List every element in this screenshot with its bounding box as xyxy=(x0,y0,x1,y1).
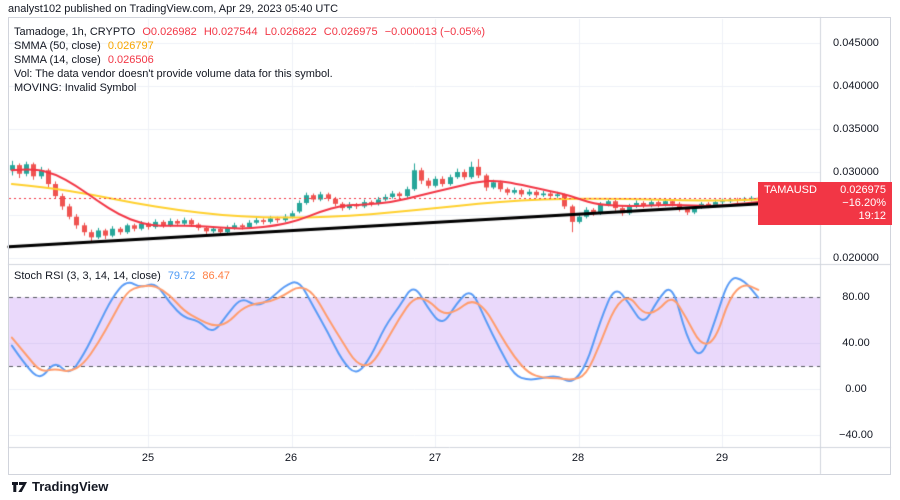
smma14-label: SMMA (14, close) xyxy=(14,54,101,66)
stoch-d-value: 86.47 xyxy=(202,270,230,282)
volume-note-row: Vol: The data vendor doesn't provide vol… xyxy=(14,68,337,80)
tradingview-logo-icon xyxy=(12,482,27,492)
price-tick: 0.040000 xyxy=(833,80,879,92)
time-tick: 26 xyxy=(284,452,298,464)
smma14-legend-row: SMMA (14, close) 0.026506 xyxy=(14,54,158,66)
main-legend-row-1: Tamadoge, 1h, CRYPTO O0.026982 H0.027544… xyxy=(14,26,489,38)
price-tick: 0.020000 xyxy=(833,252,879,264)
stoch-k-value: 79.72 xyxy=(167,270,196,282)
ohlc-high: H0.027544 xyxy=(203,26,258,38)
moving-note-row: MOVING: Invalid Symbol xyxy=(14,82,140,94)
badge-change: −16.20% xyxy=(842,197,886,209)
brand-text: TradingView xyxy=(32,479,109,494)
tradingview-brand-link[interactable]: TradingView xyxy=(12,479,108,494)
price-tick: 0.030000 xyxy=(833,166,879,178)
moving-note: MOVING: Invalid Symbol xyxy=(14,82,137,94)
symbol-title: Tamadoge, 1h, CRYPTO xyxy=(14,26,136,38)
stoch-tick: 80.00 xyxy=(842,291,870,303)
badge-symbol: TAMAUSD xyxy=(764,184,817,196)
stoch-tick: −40.00 xyxy=(839,429,873,441)
smma50-value: 0.026797 xyxy=(107,40,154,52)
badge-countdown: 19:12 xyxy=(858,210,886,222)
badge-price: 0.026975 xyxy=(840,184,886,196)
time-tick: 27 xyxy=(428,452,442,464)
stoch-legend-row: Stoch RSI (3, 3, 14, 14, close) 79.72 86… xyxy=(14,270,234,282)
ohlc-open: O0.026982 xyxy=(142,26,197,38)
smma50-legend-row: SMMA (50, close) 0.026797 xyxy=(14,40,158,52)
stoch-tick: 40.00 xyxy=(842,337,870,349)
volume-note: Vol: The data vendor doesn't provide vol… xyxy=(14,68,333,80)
publish-byline[interactable]: analyst102 published on TradingView.com,… xyxy=(8,3,339,15)
last-price-badge: TAMAUSD 0.026975 −16.20% 19:12 xyxy=(758,182,892,225)
smma50-label: SMMA (50, close) xyxy=(14,40,101,52)
time-tick: 28 xyxy=(571,452,585,464)
ohlc-close: C0.026975 xyxy=(323,26,378,38)
time-tick: 25 xyxy=(141,452,155,464)
price-tick: 0.045000 xyxy=(833,37,879,49)
ohlc-change: −0.000013 (−0.05%) xyxy=(384,26,485,38)
smma14-value: 0.026506 xyxy=(107,54,154,66)
stoch-label: Stoch RSI (3, 3, 14, 14, close) xyxy=(14,270,161,282)
price-tick: 0.035000 xyxy=(833,123,879,135)
time-tick: 29 xyxy=(715,452,729,464)
ohlc-low: L0.026822 xyxy=(264,26,317,38)
stoch-tick: 0.00 xyxy=(845,383,867,395)
